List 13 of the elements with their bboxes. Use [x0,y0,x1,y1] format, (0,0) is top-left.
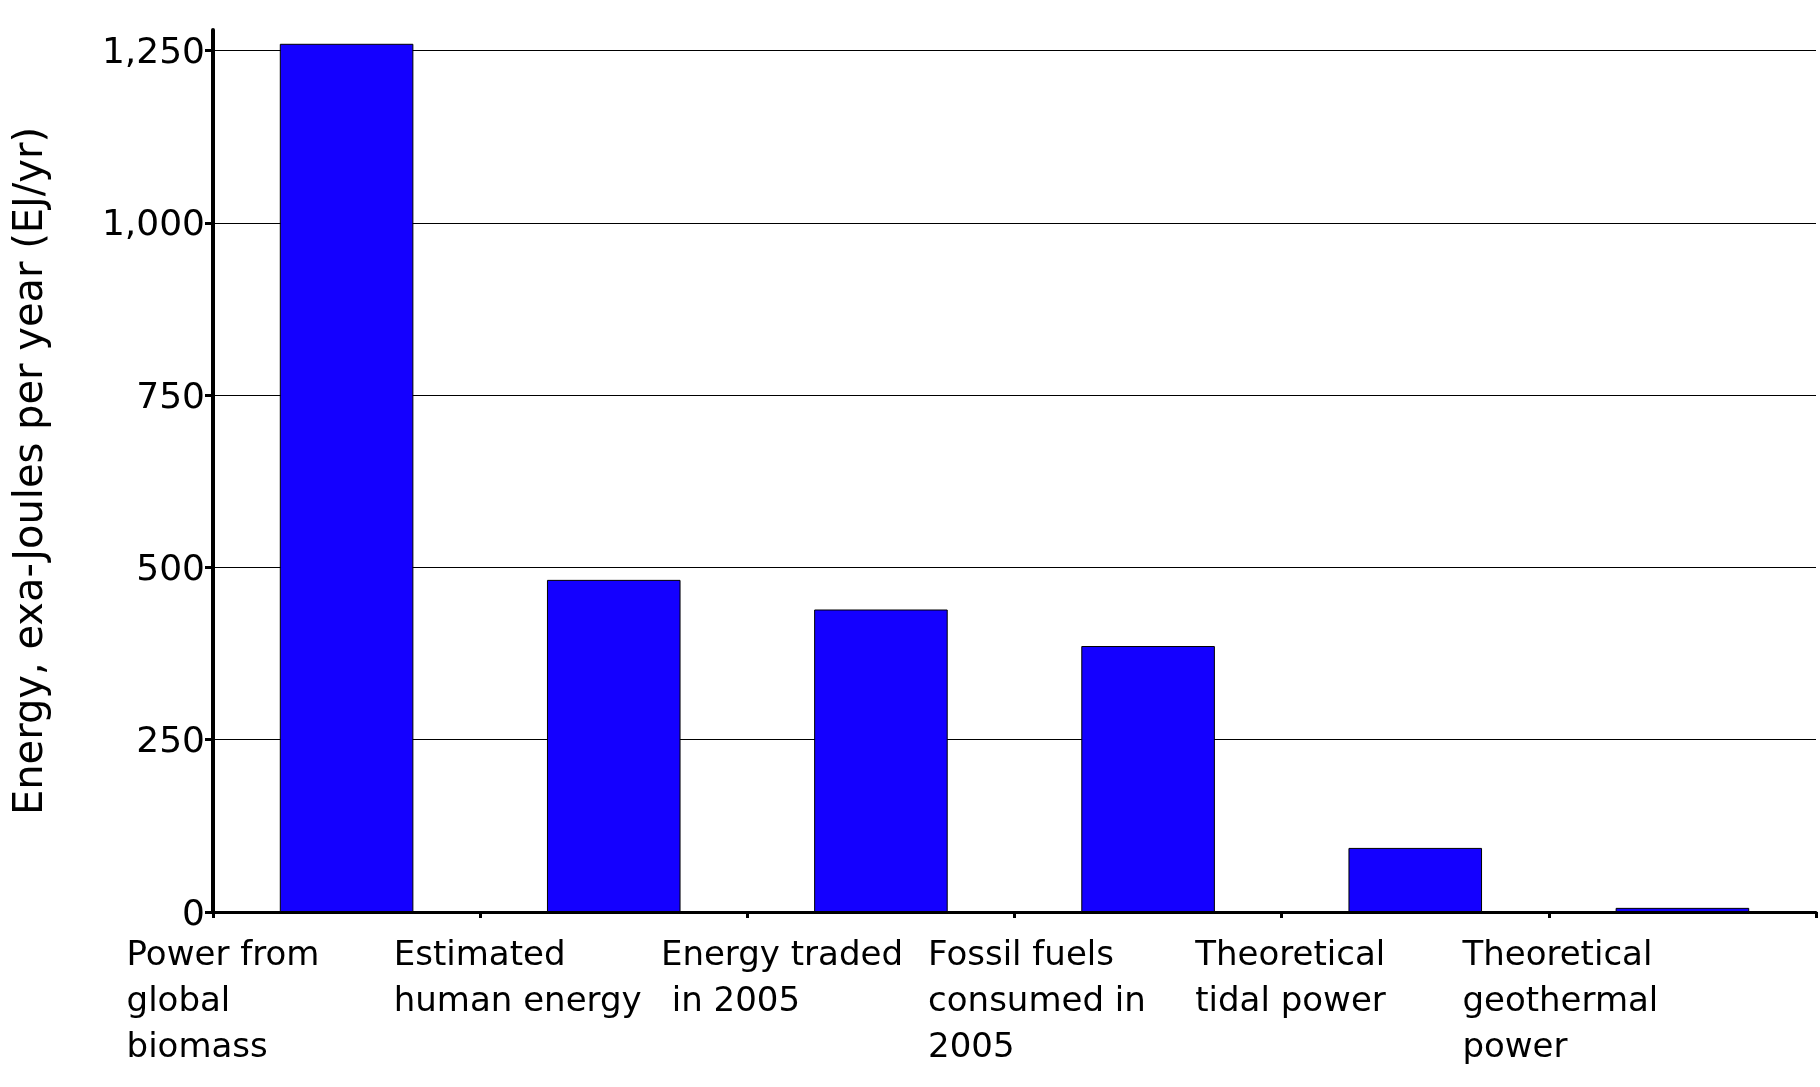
y-tick-label: 500 [136,546,205,588]
y-tick-label: 0 [182,891,205,933]
x-tick-label: Theoretical geothermal power [1461,933,1670,1065]
x-tick-label: Estimated human energy [393,933,642,1019]
y-axis-title: Energy, exa-Joules per year (EJ/yr) [5,126,51,816]
y-tick-label: 1,000 [101,202,205,244]
x-tick-label: Power from global biomass [126,933,331,1065]
x-tick-label: Fossil fuels consumed in 2005 [928,933,1157,1065]
y-tick-label: 750 [136,374,205,416]
y-tick-label: 1,250 [101,30,205,72]
y-tick-label: 250 [136,719,205,761]
x-tick-label: Theoretical tidal power [1194,933,1396,1019]
x-tick-label: Energy traded in 2005 [660,933,903,1019]
